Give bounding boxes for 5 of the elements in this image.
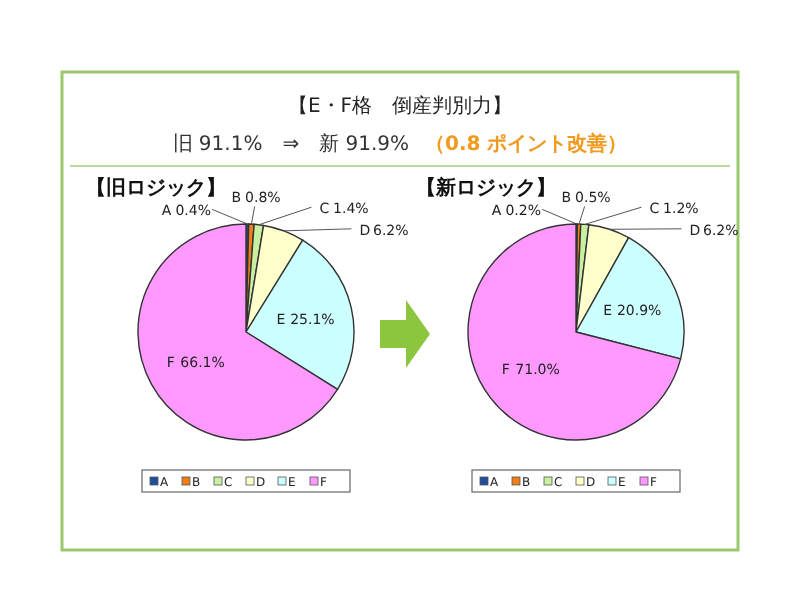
text: （0.8 ポイント改善） — [425, 132, 628, 156]
chart-title: 【新ロジック】 — [416, 176, 556, 200]
text: 【E・F格 倒産判別力】 — [287, 94, 513, 118]
text: 旧 91.1% ⇒ 新 91.9% — [172, 132, 410, 156]
chart-title: 【旧ロジック】 — [86, 176, 226, 200]
